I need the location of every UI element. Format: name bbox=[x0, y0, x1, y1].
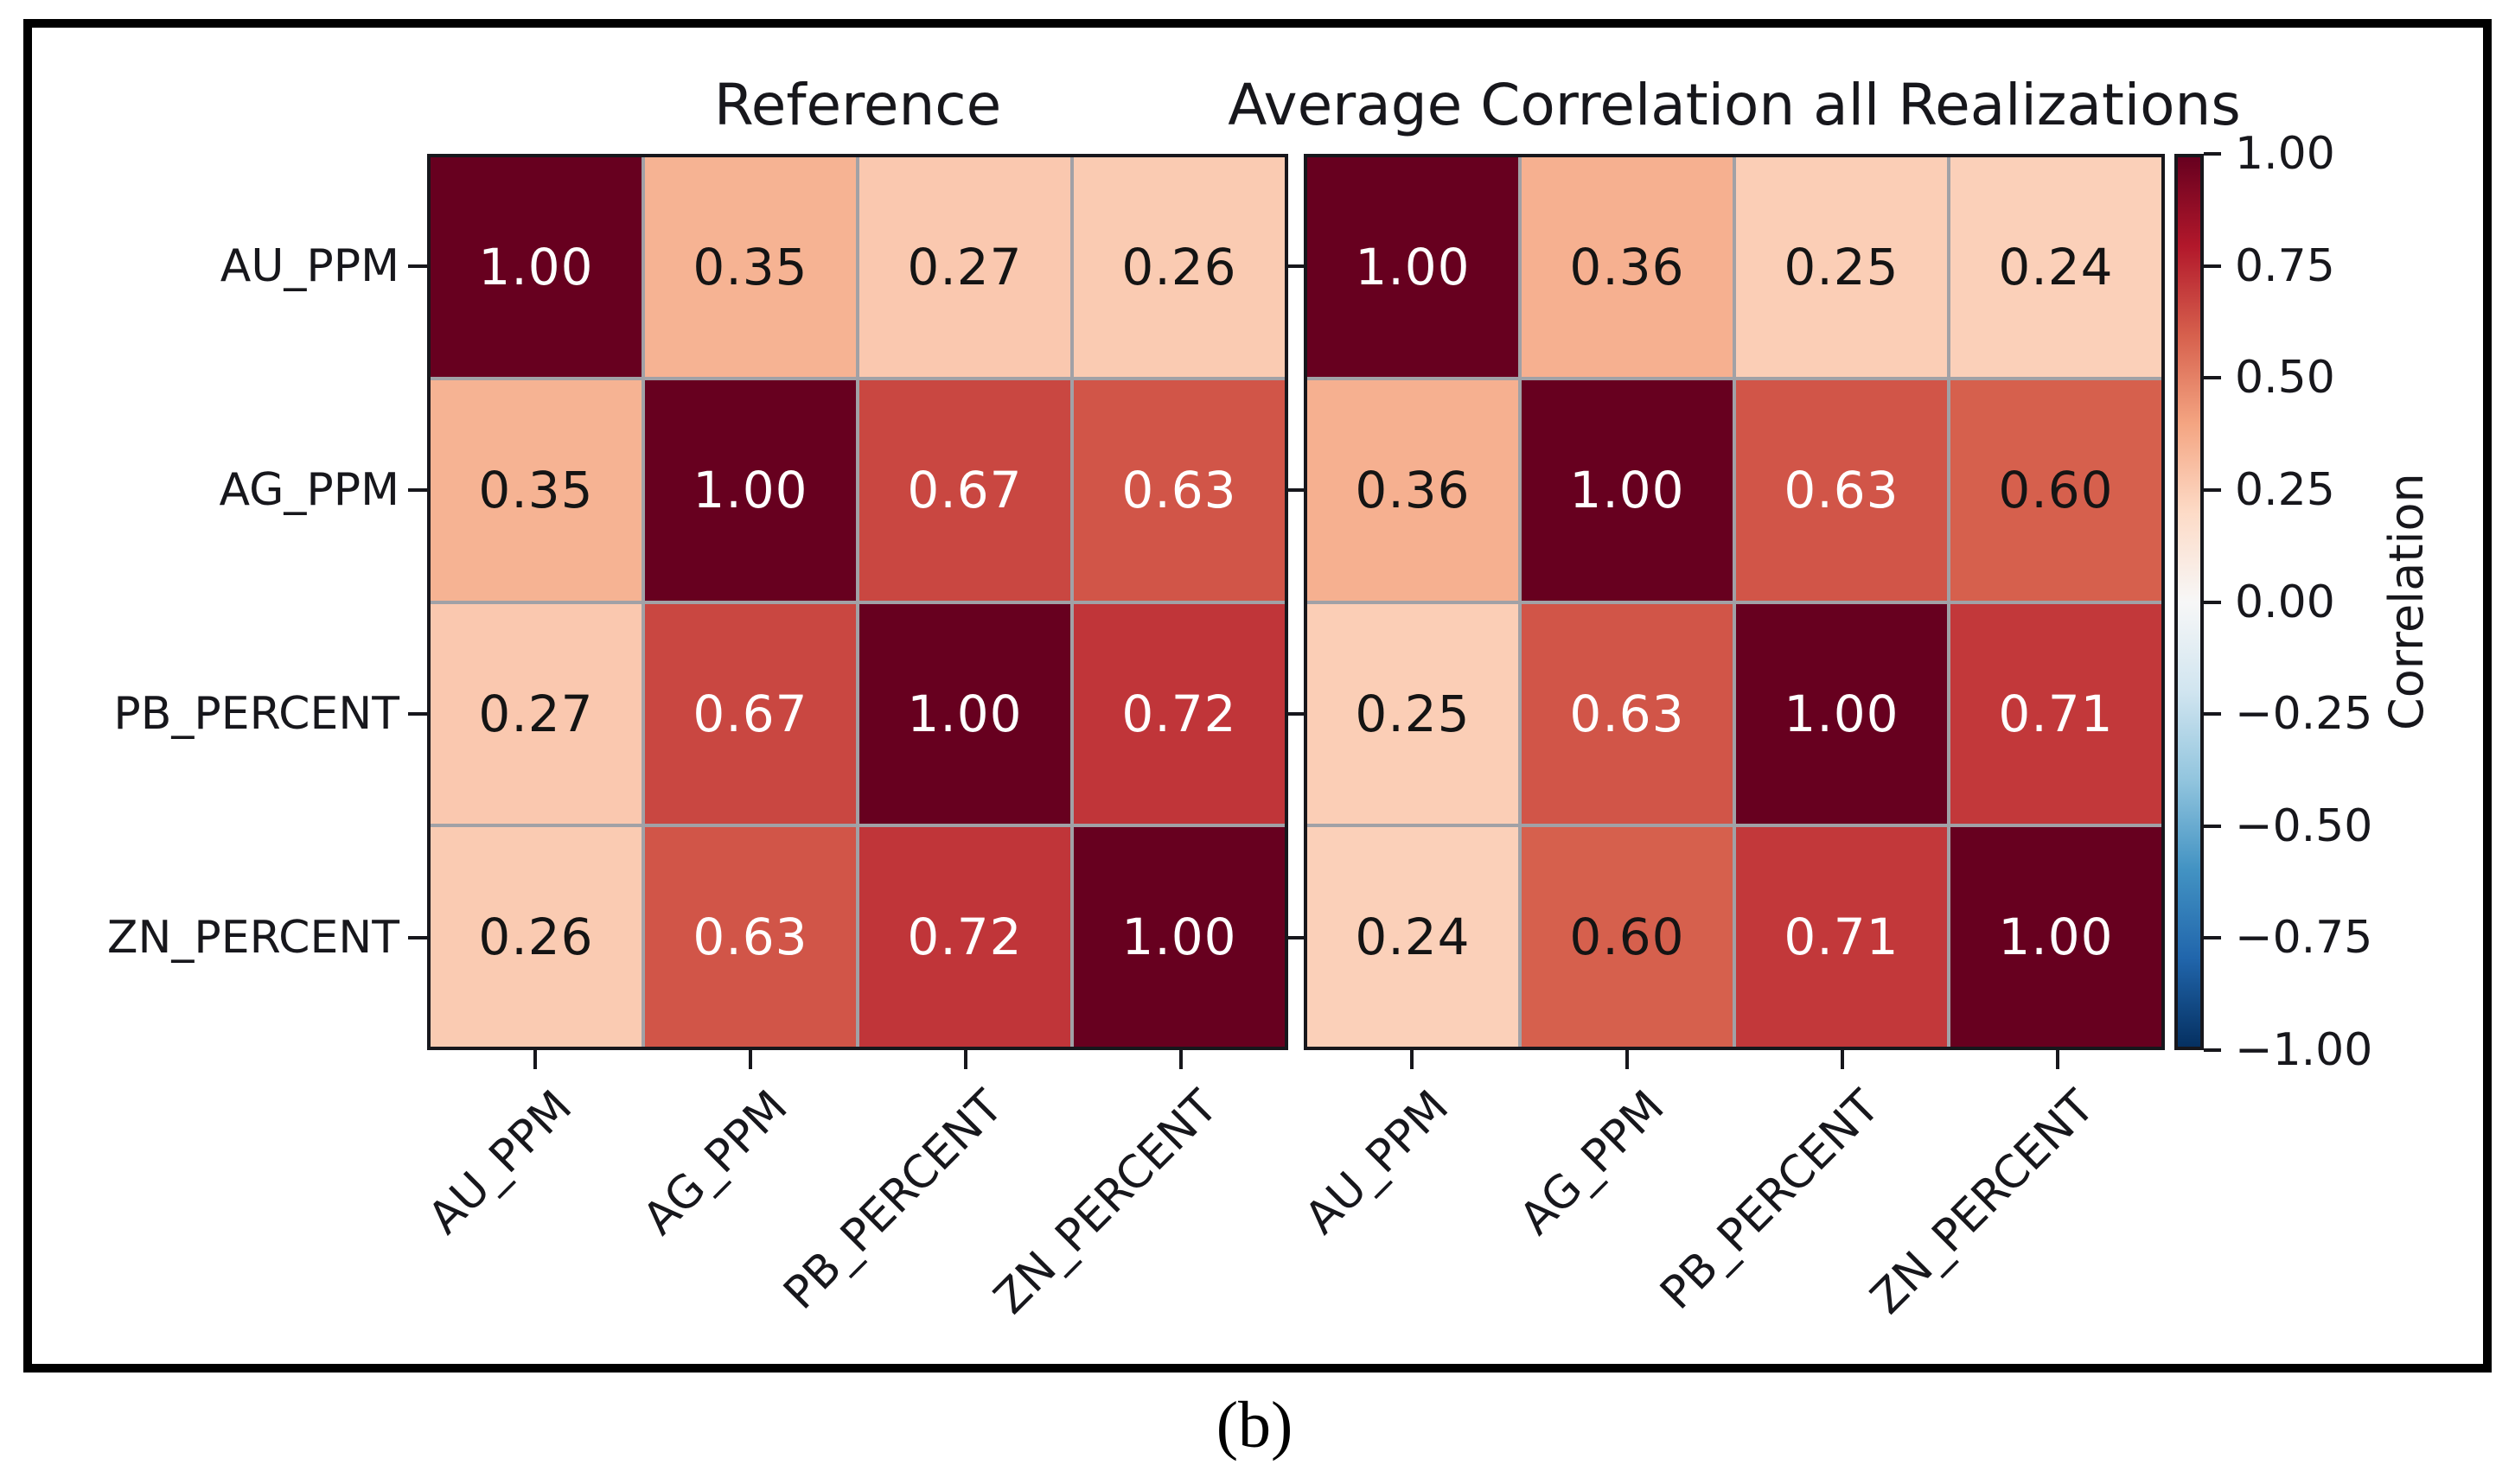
heatmap-cell: 0.26 bbox=[1074, 157, 1285, 378]
heatmap-cell: 0.25 bbox=[1736, 157, 1947, 378]
x-axis-tick bbox=[1625, 1050, 1629, 1069]
colorbar-tick-label: 0.00 bbox=[2235, 576, 2335, 628]
heatmap-cell: 0.60 bbox=[1950, 380, 2161, 601]
colorbar-tick-label: 0.25 bbox=[2235, 463, 2335, 516]
heatmap-cell: 1.00 bbox=[1950, 826, 2161, 1047]
heatmap-cell: 0.27 bbox=[859, 157, 1070, 378]
colorbar bbox=[2174, 154, 2204, 1050]
heatmap-cell: 0.67 bbox=[645, 603, 856, 824]
y-axis-tick bbox=[1285, 487, 1304, 492]
heatmap-cell: 1.00 bbox=[431, 157, 642, 378]
colorbar-tick bbox=[2204, 824, 2221, 828]
colorbar-tick bbox=[2204, 936, 2221, 940]
heatmap-cell: 0.60 bbox=[1522, 826, 1733, 1047]
heatmap-cell: 0.67 bbox=[859, 380, 1070, 601]
heatmap-cell: 0.35 bbox=[645, 157, 856, 378]
colorbar-tick bbox=[2204, 376, 2221, 380]
x-axis-tick bbox=[533, 1050, 537, 1069]
heatmap-cell: 1.00 bbox=[1307, 157, 1518, 378]
y-axis-label: PB_PERCENT bbox=[113, 688, 399, 741]
colorbar-tick bbox=[2204, 712, 2221, 717]
y-axis-label: AG_PPM bbox=[219, 463, 399, 516]
panel-title-average-correlation: Average Correlation all Realizations bbox=[1228, 72, 2241, 138]
y-axis-tick bbox=[408, 712, 427, 717]
colorbar-axis-label: Correlation bbox=[2379, 473, 2434, 731]
colorbar-tick bbox=[2204, 1048, 2221, 1052]
heatmap-cell: 0.63 bbox=[1074, 380, 1285, 601]
heatmap-cell: 0.27 bbox=[431, 603, 642, 824]
y-axis-tick bbox=[408, 264, 427, 268]
heatmap-cell: 1.00 bbox=[1522, 380, 1733, 601]
x-axis-tick bbox=[1840, 1050, 1844, 1069]
heatmap-cell: 1.00 bbox=[645, 380, 856, 601]
heatmap-cell: 0.71 bbox=[1736, 826, 1947, 1047]
heatmap-cell: 0.63 bbox=[645, 826, 856, 1047]
x-axis-tick bbox=[1409, 1050, 1414, 1069]
y-axis-label: ZN_PERCENT bbox=[106, 912, 399, 965]
heatmap-cell: 0.24 bbox=[1950, 157, 2161, 378]
y-axis-tick bbox=[1285, 936, 1304, 940]
heatmap-average-correlation: 1.00 0.36 0.25 0.24 0.36 1.00 0.63 0.60 0.25 0.63… bbox=[1304, 154, 2165, 1050]
colorbar-tick-label: −0.50 bbox=[2235, 799, 2373, 852]
colorbar-tick bbox=[2204, 487, 2221, 492]
x-axis-tick bbox=[748, 1050, 752, 1069]
heatmap-cell: 0.26 bbox=[431, 826, 642, 1047]
heatmap-cell: 0.63 bbox=[1522, 603, 1733, 824]
heatmap-cell: 0.71 bbox=[1950, 603, 2161, 824]
x-axis-tick bbox=[1178, 1050, 1183, 1069]
heatmap-cell: 1.00 bbox=[1074, 826, 1285, 1047]
heatmap-cell: 0.36 bbox=[1522, 157, 1733, 378]
y-axis-tick bbox=[1285, 712, 1304, 717]
colorbar-tick-label: −1.00 bbox=[2235, 1024, 2373, 1076]
y-axis-tick bbox=[408, 487, 427, 492]
y-axis-tick bbox=[1285, 264, 1304, 268]
colorbar-tick-label: −0.25 bbox=[2235, 688, 2373, 741]
colorbar-tick bbox=[2204, 152, 2221, 156]
heatmap-cell: 0.72 bbox=[1074, 603, 1285, 824]
x-axis-tick bbox=[963, 1050, 967, 1069]
y-axis-tick bbox=[408, 936, 427, 940]
x-axis-tick bbox=[2055, 1050, 2059, 1069]
heatmap-reference: 1.00 0.35 0.27 0.26 0.35 1.00 0.67 0.63 0.27 0.67… bbox=[427, 154, 1288, 1050]
heatmap-cell: 0.24 bbox=[1307, 826, 1518, 1047]
colorbar-tick-label: 1.00 bbox=[2235, 128, 2335, 180]
heatmap-cell: 1.00 bbox=[859, 603, 1070, 824]
panel-title-reference: Reference bbox=[713, 72, 1002, 138]
figure-caption: (b) bbox=[1216, 1389, 1293, 1462]
colorbar-tick bbox=[2204, 264, 2221, 268]
heatmap-cell: 0.25 bbox=[1307, 603, 1518, 824]
heatmap-cell: 0.35 bbox=[431, 380, 642, 601]
colorbar-tick-label: −0.75 bbox=[2235, 912, 2373, 965]
heatmap-cell: 0.72 bbox=[859, 826, 1070, 1047]
heatmap-cell: 1.00 bbox=[1736, 603, 1947, 824]
y-axis-label: AU_PPM bbox=[220, 239, 399, 292]
heatmap-cell: 0.63 bbox=[1736, 380, 1947, 601]
colorbar-tick-label: 0.75 bbox=[2235, 239, 2335, 292]
colorbar-tick-label: 0.50 bbox=[2235, 352, 2335, 404]
heatmap-cell: 0.36 bbox=[1307, 380, 1518, 601]
colorbar-tick bbox=[2204, 600, 2221, 604]
